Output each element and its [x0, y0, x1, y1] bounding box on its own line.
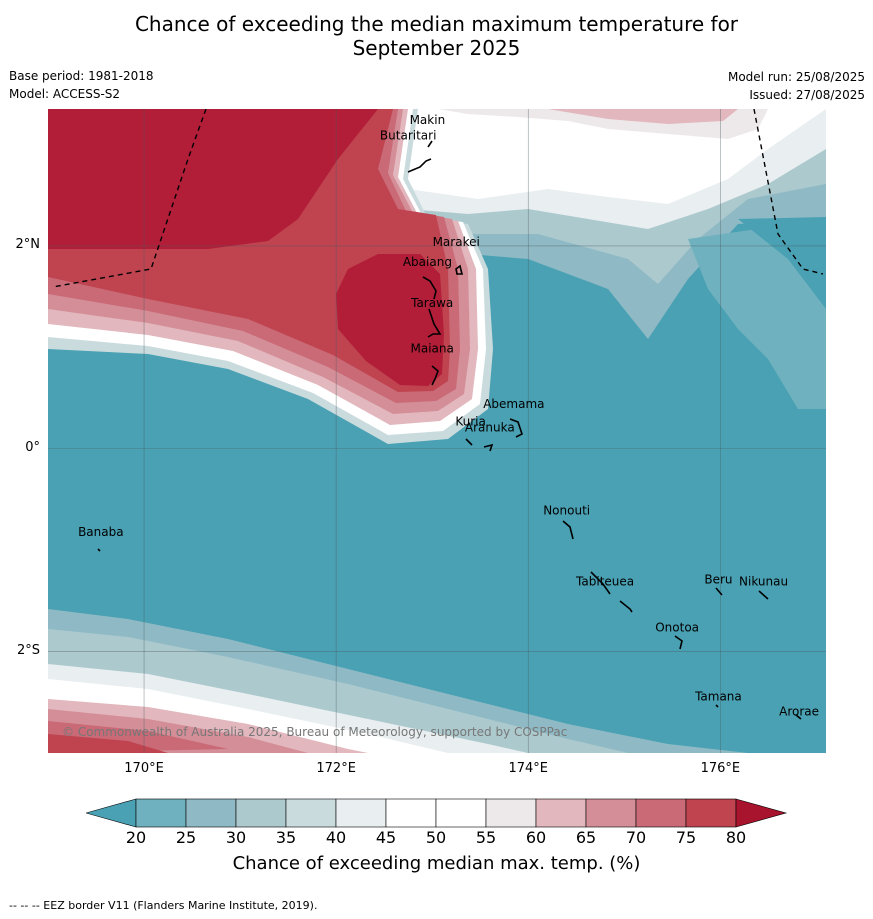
colorbar-bin-2: [235, 798, 287, 828]
place-label-nonouti: Nonouti: [543, 504, 590, 518]
field-south-ring-8: [48, 734, 168, 753]
colorbar-bin-3: [285, 798, 337, 828]
model-name: Model: ACCESS-S2: [9, 87, 121, 101]
colorbar-bin-9: [585, 798, 637, 828]
island-tarawa: [427, 308, 442, 338]
colorbar-bin-0: [135, 798, 187, 828]
model-run: Model run: 25/08/2025: [727, 70, 865, 84]
copyright-note: © Commonwealth of Australia 2025, Bureau…: [62, 725, 567, 739]
meta-left: Base period: 1981-2018 Model: ACCESS-S2: [9, 67, 154, 103]
lat-label-0: 2°N: [15, 236, 41, 252]
colorbar-tick-5: 45: [375, 828, 397, 847]
colorbar-bin-7: [485, 798, 537, 828]
island-marakei: [455, 264, 464, 275]
eez-borders: [52, 109, 824, 288]
place-label-banaba: Banaba: [78, 525, 124, 539]
place-label-kuria: Kuria: [455, 414, 486, 428]
colorbar-tick-1: 25: [175, 828, 197, 847]
lon-label-2: 174°E: [508, 761, 548, 776]
place-label-maiana: Maiana: [411, 341, 454, 355]
colorbar-tick-9: 65: [575, 828, 597, 847]
island-butaritari: [407, 158, 432, 173]
gridlines: [48, 109, 826, 753]
island-abaiang: [422, 276, 437, 300]
colorbar-over: [735, 798, 788, 828]
field-east-dark: [738, 217, 826, 309]
colorbar-tick-4: 40: [325, 828, 347, 847]
issued-date: Issued: 27/08/2025: [749, 88, 865, 102]
colorbar-bin-10: [635, 798, 687, 828]
field-north-pink: [548, 109, 738, 124]
colorbar-label: Chance of exceeding median max. temp. (%…: [232, 853, 641, 874]
colorbar-bin-1: [185, 798, 237, 828]
colorbar-tick-3: 35: [275, 828, 297, 847]
island-maiana: [431, 365, 439, 386]
place-label-arorae: Arorae: [779, 704, 819, 718]
colorbar-bin-5: [385, 798, 437, 828]
base-period: Base period: 1981-2018: [9, 69, 154, 83]
place-label-abaiang: Abaiang: [403, 255, 452, 269]
meta-right: Model run: 25/08/2025 Issued: 27/08/2025: [728, 68, 865, 104]
colorbar: [86, 798, 788, 828]
island-onotoa: [674, 635, 683, 650]
colorbar-bin-4: [335, 798, 387, 828]
island-makin: [427, 140, 433, 148]
place-label-tamana: Tamana: [694, 689, 742, 703]
island-beru: [715, 587, 723, 596]
island-kuria: [465, 438, 473, 446]
colorbar-under: [86, 798, 137, 828]
lat-label-2: 2°S: [16, 642, 40, 658]
lon-label-0: 170°E: [124, 761, 164, 776]
island-aranuka: [483, 443, 494, 452]
colorbar-tick-7: 55: [475, 828, 497, 847]
island-tabiteuea: [590, 571, 633, 613]
place-label-beru: Beru: [704, 573, 732, 587]
footnote: -- -- -- EEZ border V11 (Flanders Marine…: [9, 899, 318, 912]
island-banaba: [97, 548, 101, 552]
place-label-tarawa: Tarawa: [410, 296, 453, 310]
field-east-light: [688, 219, 826, 409]
colorbar-tick-12: 80: [725, 828, 747, 847]
place-label-aranuka: Aranuka: [465, 421, 515, 435]
island-nikunau: [758, 590, 769, 600]
colorbar-bin-11: [685, 798, 737, 828]
place-label-abemama: Abemama: [483, 397, 544, 411]
lon-label-3: 176°E: [700, 761, 741, 776]
lon-label-1: 172°E: [316, 761, 356, 776]
colorbar-tick-6: 50: [425, 828, 447, 847]
title-line-1: Chance of exceeding the median maximum t…: [134, 12, 739, 36]
colorbar-tick-11: 75: [675, 828, 697, 847]
field-warm-core-north: [48, 109, 378, 249]
title-line-2: September 2025: [352, 36, 521, 60]
eez-border-west: [52, 109, 207, 288]
place-label-makin: Makin: [410, 113, 446, 127]
island-nonouti: [562, 520, 574, 540]
colorbar-bin-6: [435, 798, 487, 828]
chart-title: Chance of exceeding the median maximum t…: [0, 12, 873, 60]
colorbar-tick-2: 30: [225, 828, 247, 847]
colorbar-tick-8: 60: [525, 828, 547, 847]
island-tamana: [715, 704, 719, 708]
place-label-tabiteuea: Tabiteuea: [575, 575, 634, 589]
lat-label-1: 0°: [25, 439, 40, 455]
field-warm-core-island: [336, 254, 444, 386]
island-arorae: [795, 714, 802, 720]
colorbar-tick-10: 70: [625, 828, 647, 847]
colorbar-bin-8: [535, 798, 587, 828]
islands: [97, 140, 802, 720]
place-label-marakei: Marakei: [433, 235, 480, 249]
place-label-onotoa: Onotoa: [655, 620, 699, 634]
place-label-nikunau: Nikunau: [739, 575, 788, 589]
place-label-butaritari: Butaritari: [380, 128, 437, 142]
eez-border-east: [753, 109, 824, 275]
island-abemama: [509, 418, 523, 438]
colorbar-tick-0: 20: [125, 828, 147, 847]
